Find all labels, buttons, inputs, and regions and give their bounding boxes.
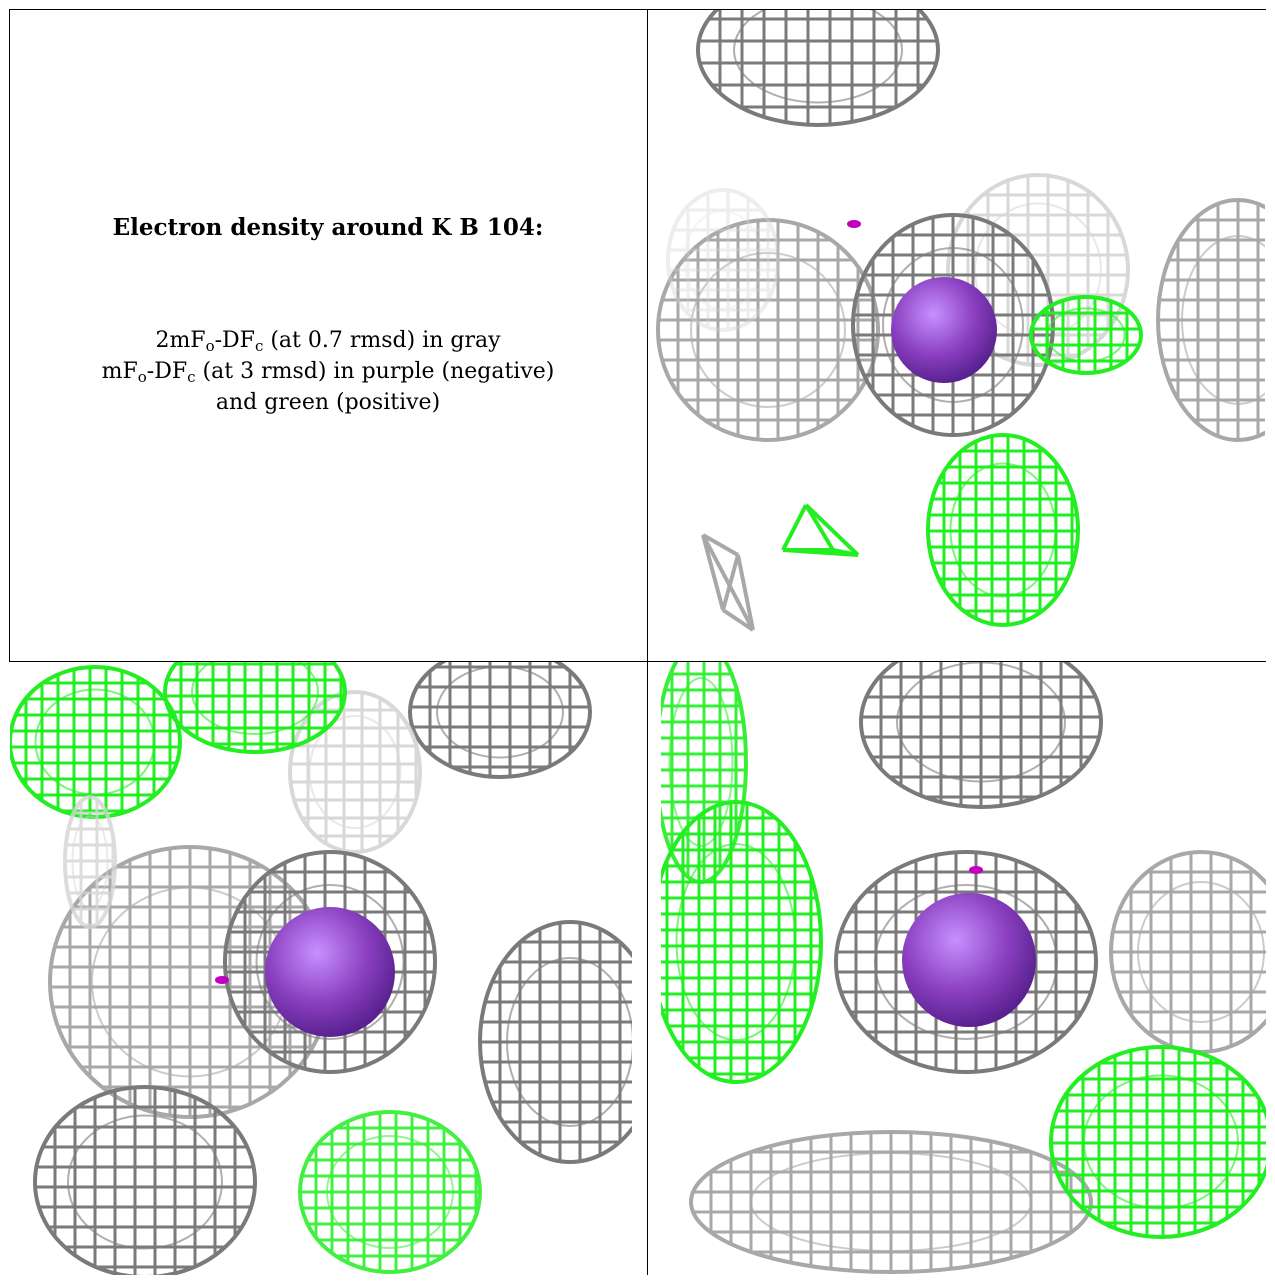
gray-mesh-right: [1109, 850, 1266, 1054]
gray-mesh-right: [478, 920, 632, 1164]
green-mesh-left: [661, 800, 823, 1084]
green-mesh-small: [781, 503, 860, 557]
green-mesh-bottom: [298, 1110, 482, 1274]
left-border: [9, 9, 10, 661]
gray-mesh-fragment: [63, 795, 117, 929]
green-mesh-faint: [666, 188, 780, 332]
figure-frame: Electron density around K B 104: 2mFo-DF…: [9, 9, 1266, 1275]
density-map-view-1-icon: [656, 10, 1265, 632]
gray-mesh-top: [859, 662, 1103, 809]
gray-mesh-top-right: [408, 662, 592, 779]
density-map-view-3-icon: [661, 662, 1266, 1274]
legend-line-gray: 2mFo-DFc (at 0.7 rmsd) in gray: [155, 328, 501, 355]
k-ion-sphere: [891, 277, 997, 383]
density-map-view-2-icon: [10, 662, 632, 1275]
green-mesh-top: [163, 662, 347, 754]
k-ion-sphere: [902, 893, 1036, 1027]
green-mesh-top-left: [661, 662, 748, 884]
green-mesh-side: [1029, 295, 1143, 375]
green-mesh-bottom: [926, 433, 1080, 627]
k-ion-sphere: [265, 907, 395, 1037]
gray-mesh-right: [1156, 198, 1265, 442]
legend-text: 2mFo-DFc (at 0.7 rmsd) in gray mFo-DFc (…: [9, 325, 647, 418]
legend-panel: Electron density around K B 104: 2mFo-DF…: [9, 9, 647, 661]
legend-line-colors: and green (positive): [215, 390, 441, 415]
density-view-top-right: [648, 10, 1265, 638]
negative-density-blob: [847, 220, 861, 228]
density-view-bottom-left: [10, 662, 632, 1275]
negative-density-blob: [969, 866, 983, 874]
green-mesh-bottom: [1049, 1045, 1266, 1239]
middle-border: [9, 661, 1266, 662]
gray-mesh-left: [656, 218, 880, 442]
gray-mesh-bottom: [689, 1130, 1093, 1274]
center-border: [647, 9, 648, 1275]
legend-title: Electron density around K B 104:: [112, 214, 544, 241]
gray-mesh-fragment: [701, 533, 755, 632]
green-mesh-top-left: [10, 665, 182, 819]
gray-mesh-top: [696, 10, 940, 127]
top-border: [9, 9, 1266, 10]
gray-mesh-light: [288, 690, 422, 854]
density-view-bottom-right: [661, 662, 1266, 1275]
legend-line-difference: mFo-DFc (at 3 rmsd) in purple (negative): [101, 359, 555, 386]
gray-mesh-bottom-left: [33, 1085, 257, 1275]
negative-density-blob: [215, 976, 229, 984]
